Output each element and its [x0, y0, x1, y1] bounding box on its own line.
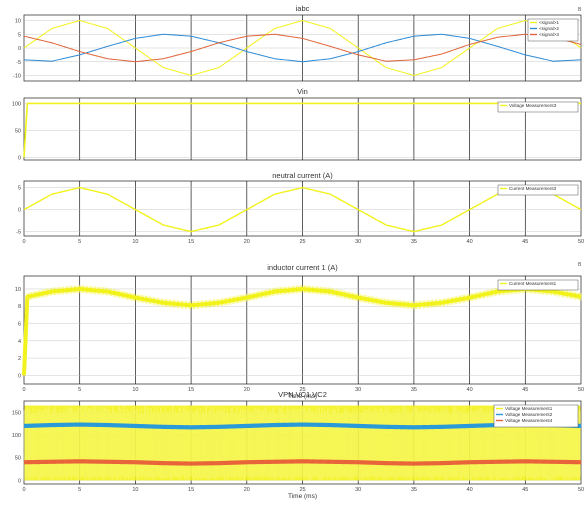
- y-tick-label: -5: [16, 60, 21, 66]
- x-tick-label: 25: [299, 487, 305, 493]
- legend-box: [527, 18, 579, 42]
- x-tick-label: 0: [22, 487, 25, 493]
- series-band-texture: [23, 405, 581, 481]
- x-tick-label: 50: [578, 239, 584, 245]
- series-line: [23, 459, 582, 466]
- legend-entry: Current Measurement3: [509, 186, 557, 191]
- legend-entry: Voltage Measurement3: [509, 103, 557, 108]
- series-line: [22, 286, 582, 376]
- figure-corner-mark-2: B: [578, 262, 582, 268]
- x-tick-label: 35: [411, 239, 417, 245]
- x-tick-label: 40: [467, 239, 473, 245]
- y-tick-label: 8: [18, 304, 21, 310]
- legend-entry: Current Measurement1: [509, 281, 557, 286]
- x-tick-label: 30: [355, 239, 361, 245]
- x-tick-label: 45: [522, 487, 528, 493]
- chart-title: Vin: [297, 87, 308, 96]
- y-tick-label: 100: [12, 101, 21, 107]
- series-line: [23, 33, 582, 63]
- legend-box: [497, 184, 579, 196]
- y-tick-label: 5: [18, 186, 21, 192]
- x-tick-label: 25: [299, 387, 305, 393]
- legend-box: [497, 279, 579, 291]
- legend-box: [497, 101, 579, 113]
- y-tick-label: 10: [15, 19, 21, 25]
- chart-title: inductor current 1 (A): [267, 263, 338, 272]
- x-tick-label: 30: [355, 487, 361, 493]
- legend-entry: Voltage Measurement4: [505, 418, 553, 423]
- x-tick-label: 10: [132, 487, 138, 493]
- y-tick-label: 150: [12, 410, 21, 416]
- x-tick-label: 40: [467, 487, 473, 493]
- chart-title: iabc: [296, 4, 310, 13]
- y-tick-label: 100: [12, 433, 21, 439]
- x-tick-label: 35: [411, 487, 417, 493]
- legend-entry: <signal>3: [539, 32, 559, 37]
- panel-2: Vin 0 50 100 Voltage Measurement3: [12, 87, 582, 161]
- y-tick-label: 0: [18, 46, 21, 52]
- x-tick-label: 10: [132, 239, 138, 245]
- x-tick-label: 25: [299, 239, 305, 245]
- y-tick-label: -10: [13, 74, 21, 80]
- series-line: [23, 422, 582, 430]
- y-tick-label: -5: [16, 230, 21, 236]
- y-tick-label: 0: [18, 155, 21, 161]
- series-line: [23, 186, 582, 233]
- x-tick-label: 45: [522, 387, 528, 393]
- x-tick-label: 0: [22, 387, 25, 393]
- series-line: [23, 102, 581, 158]
- panel-1: iabc -10 -5 0 5 10 <signal>1<signal>2<signal>3: [13, 4, 582, 82]
- series-line: [23, 33, 582, 63]
- y-tick-label: 4: [18, 339, 21, 345]
- x-axis-label: Time (ms): [288, 493, 317, 500]
- y-tick-label: 50: [15, 456, 21, 462]
- legend-entry: <signal>2: [539, 26, 559, 31]
- x-tick-label: 50: [578, 487, 584, 493]
- y-tick-label: 0: [18, 373, 21, 379]
- x-tick-label: 20: [244, 239, 250, 245]
- legend-entry: <signal>1: [539, 20, 559, 25]
- x-tick-label: 10: [132, 387, 138, 393]
- x-tick-label: 15: [188, 239, 194, 245]
- x-tick-label: 50: [578, 387, 584, 393]
- y-tick-label: 5: [18, 32, 21, 38]
- x-tick-label: 30: [355, 387, 361, 393]
- x-tick-label: 15: [188, 487, 194, 493]
- x-tick-label: 20: [244, 487, 250, 493]
- y-tick-label: 2: [18, 356, 21, 362]
- y-tick-label: 10: [15, 287, 21, 293]
- series-line: [23, 20, 582, 76]
- x-axis-label: Time (ms): [288, 393, 317, 400]
- legend-box: [493, 404, 579, 428]
- y-tick-label: 0: [18, 478, 21, 484]
- x-tick-label: 35: [411, 387, 417, 393]
- x-tick-label: 15: [188, 387, 194, 393]
- x-tick-label: 0: [22, 239, 25, 245]
- x-tick-label: 40: [467, 387, 473, 393]
- x-tick-label: 45: [522, 239, 528, 245]
- figure-corner-mark-1: B: [578, 7, 582, 13]
- panel-4: inductor current 1 (A) 0 2 4 6 8 10 0 5 10 15 20 25 3…: [15, 263, 584, 400]
- series-ripple: [25, 459, 582, 466]
- y-tick-label: 50: [15, 128, 21, 134]
- legend-entry: Voltage Measurement1: [505, 406, 553, 411]
- x-tick-label: 5: [78, 387, 81, 393]
- chart-title: VPN,VC1,VC2: [278, 390, 327, 399]
- chart-title: neutral current (A): [272, 171, 333, 180]
- x-tick-label: 5: [78, 239, 81, 245]
- x-tick-label: 5: [78, 487, 81, 493]
- x-tick-label: 20: [244, 387, 250, 393]
- y-tick-label: 0: [18, 208, 21, 214]
- legend-entry: Voltage Measurement2: [505, 412, 553, 417]
- y-tick-label: 6: [18, 322, 21, 328]
